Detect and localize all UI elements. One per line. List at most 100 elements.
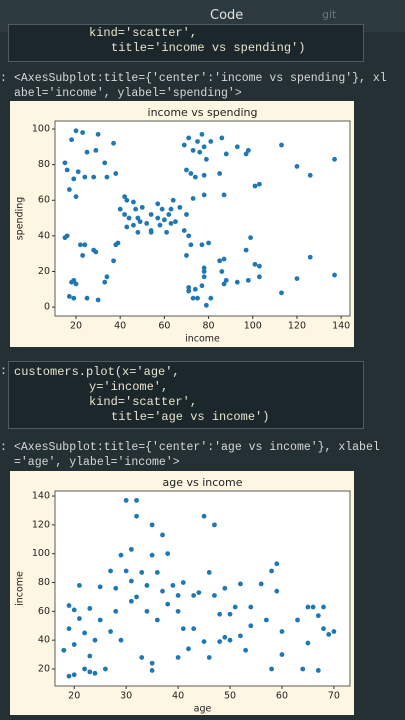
point	[315, 668, 321, 673]
code-line: title='income vs spending')	[111, 41, 306, 55]
y-tick-label: 20	[38, 663, 50, 674]
x-tick-label: 20	[68, 691, 80, 702]
point	[84, 149, 90, 155]
point	[186, 288, 192, 294]
point	[332, 156, 337, 162]
point	[180, 626, 186, 632]
point	[71, 176, 77, 182]
point	[305, 604, 311, 610]
point	[212, 593, 217, 598]
point	[82, 666, 88, 672]
point	[111, 258, 116, 264]
point	[243, 647, 249, 653]
point	[199, 131, 205, 137]
point	[184, 212, 189, 217]
point	[279, 652, 285, 657]
y-tick-label: 20	[38, 266, 50, 277]
point	[82, 174, 88, 180]
point	[186, 233, 192, 239]
point	[149, 522, 155, 528]
point	[73, 128, 79, 134]
point	[191, 626, 197, 632]
point	[173, 219, 178, 225]
code-line: kind='scatter',	[89, 26, 198, 40]
point	[131, 222, 136, 228]
output-line: ='age', ylabel='income'>	[14, 456, 180, 469]
point	[149, 552, 155, 558]
point	[104, 174, 110, 180]
y-tick-label: 0	[44, 302, 50, 313]
chart-title: income vs spending	[148, 106, 258, 119]
point	[71, 672, 77, 678]
cell-type-select[interactable]: Code	[210, 8, 244, 23]
point	[157, 222, 163, 228]
point	[135, 229, 141, 235]
point	[118, 637, 124, 643]
point	[181, 228, 187, 233]
point	[87, 653, 93, 659]
point	[165, 551, 171, 557]
output-line: <AxesSubplot:title={'center':'age vs inc…	[14, 441, 380, 454]
point	[124, 224, 130, 230]
x-tick-label: 20	[70, 321, 82, 332]
point	[66, 294, 72, 299]
point	[139, 655, 145, 660]
point	[279, 290, 284, 296]
point	[257, 181, 262, 187]
point	[203, 302, 209, 308]
point	[201, 274, 207, 280]
point	[148, 212, 154, 217]
point	[66, 626, 72, 632]
point	[168, 206, 174, 212]
point	[245, 277, 251, 283]
point	[188, 242, 194, 248]
point	[188, 171, 194, 176]
point	[166, 212, 172, 217]
point	[177, 204, 183, 210]
point	[113, 242, 119, 248]
x-tick-label: 60	[158, 321, 170, 332]
point	[279, 629, 285, 634]
point	[294, 276, 300, 282]
y-tick-label: 100	[32, 124, 50, 135]
point	[66, 187, 72, 192]
point	[248, 623, 254, 629]
point	[102, 279, 108, 285]
point	[75, 169, 81, 175]
point	[263, 617, 269, 623]
point	[315, 613, 321, 619]
point	[252, 261, 258, 267]
code-line: kind='scatter',	[89, 395, 198, 409]
point	[111, 140, 116, 146]
y-tick-label: 80	[38, 577, 50, 588]
point	[69, 137, 74, 143]
point	[71, 607, 77, 613]
point	[201, 172, 207, 178]
code-line: title='age vs income')	[111, 410, 270, 424]
point	[332, 272, 337, 278]
point	[201, 269, 207, 274]
point	[139, 570, 145, 575]
point	[97, 617, 103, 623]
code-cell[interactable]	[8, 24, 364, 62]
point	[168, 220, 174, 226]
point	[66, 673, 72, 679]
point	[87, 669, 93, 675]
git-button[interactable]: git	[322, 8, 337, 21]
point	[243, 151, 249, 157]
point	[208, 295, 214, 301]
code-cell[interactable]	[8, 361, 364, 429]
output-prompt: :	[0, 441, 7, 454]
point	[279, 142, 284, 148]
point	[208, 139, 214, 144]
input-prompt: :	[0, 365, 7, 378]
point	[175, 593, 181, 598]
point	[62, 160, 68, 166]
point	[148, 229, 154, 235]
point	[206, 570, 212, 575]
point	[223, 151, 229, 157]
point	[73, 194, 79, 200]
point	[104, 274, 110, 280]
point	[82, 242, 88, 248]
point	[164, 229, 169, 235]
